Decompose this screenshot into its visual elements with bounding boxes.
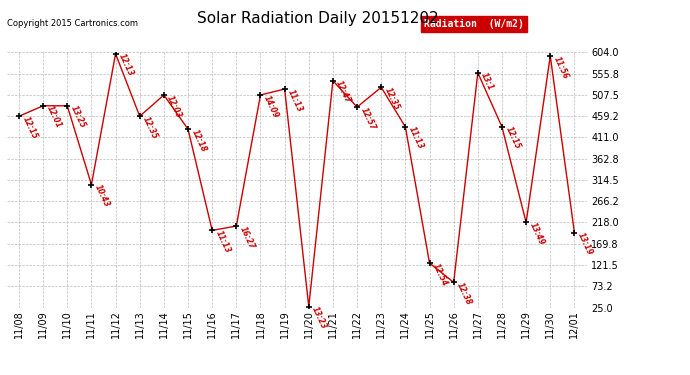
Text: 11:13: 11:13 [286,88,304,113]
Text: 13:19: 13:19 [576,231,594,257]
Text: 13:23: 13:23 [310,305,328,331]
Text: 11:56: 11:56 [552,55,570,80]
Text: Solar Radiation Daily 20151202: Solar Radiation Daily 20151202 [197,11,438,26]
Text: 12:47: 12:47 [335,79,353,105]
Text: Radiation  (W/m2): Radiation (W/m2) [424,20,524,29]
Text: 13:49: 13:49 [528,221,546,247]
Text: 12:01: 12:01 [45,104,63,130]
Text: 12:35: 12:35 [383,86,401,111]
Text: 12:54: 12:54 [431,262,449,287]
Text: 11:13: 11:13 [214,229,232,255]
Text: 12:38: 12:38 [455,281,473,306]
Text: 13:1: 13:1 [480,71,495,92]
Text: 12:57: 12:57 [359,106,377,131]
Text: 12:35: 12:35 [141,115,159,141]
Text: 14:09: 14:09 [262,94,280,119]
Text: 12:15: 12:15 [21,115,39,141]
Text: 13:25: 13:25 [69,104,87,130]
Text: 11:13: 11:13 [407,126,425,151]
Text: 12:15: 12:15 [504,126,522,151]
Text: Copyright 2015 Cartronics.com: Copyright 2015 Cartronics.com [7,20,138,28]
Text: 10:43: 10:43 [93,183,111,209]
Text: 12:13: 12:13 [117,53,135,78]
Text: 12:18: 12:18 [190,128,208,153]
Text: 12:03: 12:03 [166,94,184,119]
Text: 16:27: 16:27 [238,225,256,250]
